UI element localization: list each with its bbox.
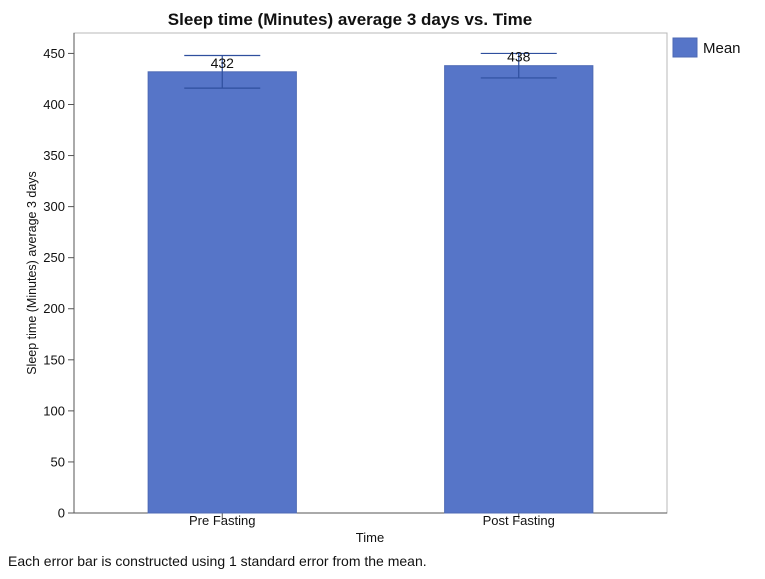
y-tick-label: 300: [43, 199, 65, 214]
bar: [444, 65, 594, 514]
y-tick-label: 450: [43, 46, 65, 61]
y-axis: 0 50 100 150 200 250 300 350 400 450: [43, 33, 75, 521]
bar: [147, 71, 297, 514]
data-label: 432: [211, 55, 235, 71]
chart-title: Sleep time (Minutes) average 3 days vs. …: [168, 10, 532, 29]
chart-footnote: Each error bar is constructed using 1 st…: [8, 553, 427, 569]
y-tick-label: 250: [43, 250, 65, 265]
y-tick-label: 50: [51, 454, 65, 469]
legend-label-mean: Mean: [703, 40, 741, 57]
legend: Mean: [672, 37, 741, 58]
data-label: 438: [507, 49, 531, 65]
y-axis-title: Sleep time (Minutes) average 3 days: [25, 171, 39, 375]
y-tick-label: 400: [43, 97, 65, 112]
x-axis: Pre Fasting Post Fasting: [74, 512, 667, 528]
y-tick-label: 100: [43, 403, 65, 418]
bar-series: 432 438: [147, 49, 594, 514]
y-tick-label: 200: [43, 301, 65, 316]
x-axis-title: Time: [356, 530, 384, 545]
y-tick-label: 150: [43, 352, 65, 367]
legend-swatch-mean: [672, 37, 698, 58]
y-tick-label: 350: [43, 148, 65, 163]
x-tick-label: Post Fasting: [483, 513, 555, 528]
x-tick-label: Pre Fasting: [189, 513, 255, 528]
y-tick-label: 0: [58, 506, 65, 521]
